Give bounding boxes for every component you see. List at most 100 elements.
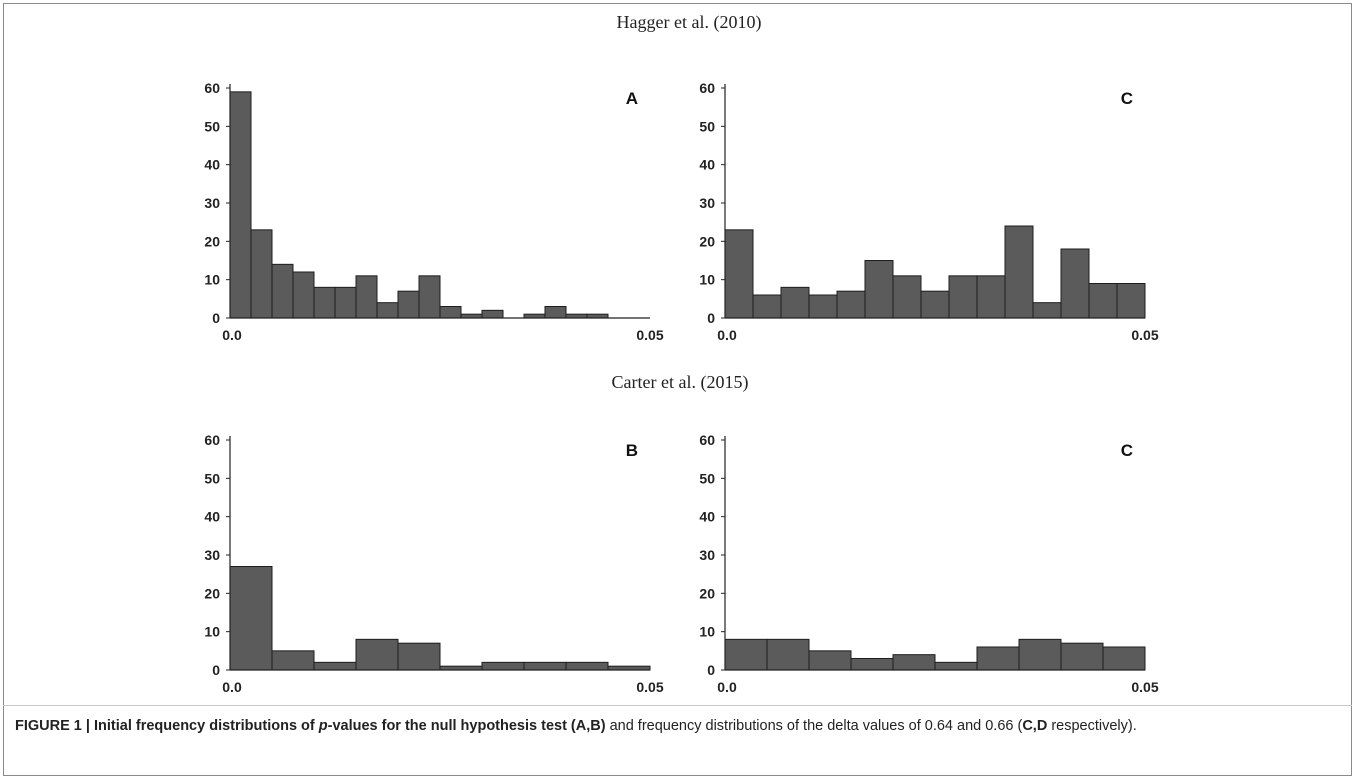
- histogram-bar: [836, 290, 866, 319]
- histogram-panel-a: 0 10 20 30 40 50 60 0.0 0.05 A: [204, 80, 663, 343]
- histogram-panel-c-top: 0 10 20 30 40 50 60 0.0 0.05 C: [699, 80, 1158, 343]
- histogram-bar: [948, 275, 978, 319]
- x-tick-label-end: 0.05: [1131, 327, 1158, 343]
- x-tick-label-start: 0.0: [222, 679, 242, 695]
- y-tick-label: 60: [204, 80, 220, 96]
- y-tick-label: 60: [204, 432, 220, 448]
- histogram-bar: [313, 286, 336, 319]
- histogram-bar: [271, 263, 294, 319]
- y-tick-label: 60: [699, 432, 715, 448]
- histogram-bar: [1018, 638, 1062, 671]
- histogram-bar: [1060, 642, 1104, 671]
- histogram-bar: [1060, 248, 1090, 319]
- caption-bold-cd: C,D: [1022, 718, 1048, 734]
- y-tick-label: 50: [204, 470, 220, 486]
- histogram-bar: [766, 638, 810, 671]
- histogram-bar: [724, 229, 754, 319]
- x-tick-label-end: 0.05: [1131, 679, 1158, 695]
- histogram-bar: [250, 229, 273, 319]
- panel-label: C: [1121, 89, 1133, 108]
- histogram-bar: [892, 654, 936, 671]
- histogram-bar: [808, 294, 838, 319]
- histogram-bar: [864, 260, 894, 319]
- histogram-bar: [920, 290, 950, 319]
- histogram-bar: [271, 650, 315, 671]
- caption-end: respectively).: [1047, 718, 1137, 734]
- panel-label: C: [1121, 441, 1133, 460]
- y-tick-label: 0: [707, 662, 715, 678]
- y-tick-label: 20: [204, 233, 220, 249]
- y-tick-label: 0: [212, 662, 220, 678]
- histogram-bar: [934, 661, 978, 671]
- x-tick-label-start: 0.0: [717, 327, 737, 343]
- y-tick-label: 40: [204, 509, 220, 525]
- histogram-bar: [355, 638, 399, 671]
- caption-bold-rest: -values for the null hypothesis test (A,…: [327, 718, 606, 734]
- y-tick-label: 50: [699, 470, 715, 486]
- y-tick-label: 60: [699, 80, 715, 96]
- histogram-bar: [808, 650, 852, 671]
- y-tick-label: 10: [699, 272, 715, 288]
- panel-label: A: [626, 89, 638, 108]
- y-tick-label: 50: [699, 118, 715, 134]
- figure-caption: FIGURE 1 | Initial frequency distributio…: [15, 715, 1345, 737]
- y-tick-label: 50: [204, 118, 220, 134]
- y-tick-label: 40: [699, 509, 715, 525]
- group-title-carter: Carter et al. (2015): [611, 372, 749, 392]
- y-tick-label: 20: [204, 585, 220, 601]
- histogram-bar: [1088, 283, 1118, 319]
- y-tick-label: 0: [707, 310, 715, 326]
- histogram-bar: [229, 566, 273, 671]
- x-tick-label-start: 0.0: [222, 327, 242, 343]
- y-tick-label: 40: [204, 157, 220, 173]
- x-tick-label-start: 0.0: [717, 679, 737, 695]
- histogram-bar: [1004, 225, 1034, 319]
- y-tick-label: 40: [699, 157, 715, 173]
- histogram-bar: [397, 642, 441, 671]
- histogram-bar: [292, 271, 315, 319]
- y-tick-label: 10: [204, 272, 220, 288]
- histogram-panel-b: 0 10 20 30 40 50 60 0.0 0.05 B: [204, 432, 663, 695]
- y-tick-label: 20: [699, 585, 715, 601]
- y-tick-label: 30: [204, 547, 220, 563]
- y-tick-label: 20: [699, 233, 715, 249]
- histogram-bar: [544, 306, 567, 319]
- histogram-bar: [481, 309, 504, 319]
- y-tick-label: 30: [699, 195, 715, 211]
- x-tick-label-end: 0.05: [636, 327, 663, 343]
- histogram-bar: [229, 91, 252, 319]
- figure-frame: [3, 3, 1352, 776]
- histogram-bar: [397, 290, 420, 319]
- histogram-bar: [1102, 646, 1146, 671]
- histogram-bar: [724, 638, 768, 671]
- histogram-bar: [334, 286, 357, 319]
- histogram-bar: [523, 661, 567, 671]
- histogram-bar: [1032, 302, 1062, 319]
- y-tick-label: 30: [204, 195, 220, 211]
- histogram-bar: [439, 306, 462, 319]
- y-tick-label: 30: [699, 547, 715, 563]
- panel-label: B: [626, 441, 638, 460]
- histogram-bar: [355, 275, 378, 319]
- histogram-bar: [418, 275, 441, 319]
- caption-p-italic: p: [318, 718, 328, 734]
- histogram-bar: [976, 646, 1020, 671]
- histogram-bar: [1116, 283, 1146, 319]
- x-tick-label-end: 0.05: [636, 679, 663, 695]
- caption-middle: and frequency distributions of the delta…: [605, 718, 1023, 734]
- histogram-bar: [976, 275, 1006, 319]
- y-tick-label: 10: [204, 624, 220, 640]
- histogram-bar: [565, 661, 609, 671]
- histogram-bar: [850, 658, 894, 671]
- caption-divider: [3, 705, 1352, 706]
- caption-figure-label: FIGURE 1 | Initial frequency distributio…: [15, 718, 319, 734]
- y-tick-label: 10: [699, 624, 715, 640]
- histogram-bar: [780, 286, 810, 319]
- y-tick-label: 0: [212, 310, 220, 326]
- histogram-bar: [376, 302, 399, 319]
- histogram-bar: [752, 294, 782, 319]
- group-title-hagger: Hagger et al. (2010): [616, 12, 762, 32]
- histogram-panel-c-bottom: 0 10 20 30 40 50 60 0.0 0.05 C: [699, 432, 1158, 695]
- histogram-bar: [313, 661, 357, 671]
- histogram-bar: [892, 275, 922, 319]
